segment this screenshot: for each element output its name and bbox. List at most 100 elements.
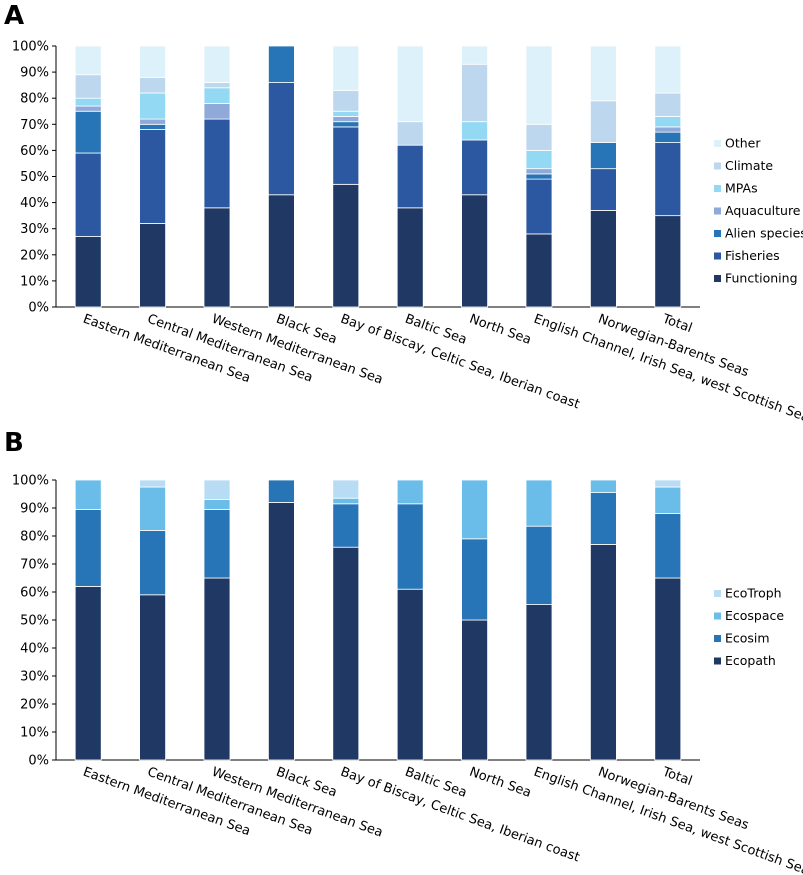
y-tick-label: 60% — [20, 144, 49, 159]
bar-segment-ecotroph — [139, 479, 167, 488]
y-tick-label: 90% — [20, 502, 49, 517]
legend-label: Functioning — [725, 271, 798, 286]
bar-segment-ecopath — [267, 501, 295, 761]
legend-label: MPAs — [725, 181, 758, 196]
bar-segment-aquaculture — [654, 126, 682, 133]
bar-segment-ecosim — [139, 530, 167, 596]
bar-segment-ecosim — [203, 508, 231, 579]
bar-segment-functioning — [525, 233, 553, 308]
bar-segment-mpas — [74, 97, 102, 107]
bar-segment-functioning — [203, 207, 231, 308]
legend-swatch — [714, 275, 721, 282]
bar-segment-other — [461, 45, 489, 65]
bar-segment-climate — [203, 82, 231, 89]
bar-segment-other — [139, 45, 167, 78]
panel-a-letter: A — [4, 1, 24, 31]
panel-b-letter: B — [4, 428, 24, 458]
legend-label: Ecospace — [725, 608, 784, 623]
bar-segment-ecospace — [74, 479, 102, 510]
bar-segment-fisheries — [139, 129, 167, 224]
legend-swatch — [714, 590, 721, 597]
bar-segment-mpas — [654, 116, 682, 128]
y-tick-label: 80% — [20, 92, 49, 107]
bar-segment-fisheries — [396, 144, 424, 209]
y-tick-label: 50% — [20, 170, 49, 185]
bar-segment-climate — [332, 89, 360, 112]
y-tick-label: 10% — [20, 726, 49, 741]
legend-label: Climate — [725, 158, 773, 173]
bar-segment-ecopath — [590, 544, 617, 761]
bar-segment-ecospace — [203, 499, 231, 510]
bar-segment-ecospace — [139, 486, 167, 531]
y-tick-label: 60% — [20, 586, 49, 601]
bar-segment-ecopath — [203, 577, 231, 761]
y-tick-label: 40% — [20, 196, 49, 211]
legend-label: Ecopath — [725, 653, 776, 668]
bar-segment-ecosim — [654, 513, 682, 579]
bar-segment-climate — [396, 121, 424, 146]
legend-swatch — [714, 140, 721, 147]
bar-segment-ecopath — [139, 594, 167, 761]
bar-segment-fisheries — [654, 142, 682, 217]
legend-swatch — [714, 635, 721, 642]
legend-swatch — [714, 612, 721, 620]
bar-segment-other — [74, 45, 102, 76]
bar-segment-functioning — [332, 183, 360, 308]
bar-segment-mpas — [525, 149, 553, 170]
bar-segment-mpas — [203, 87, 231, 104]
bar-segment-alien-species — [654, 131, 682, 143]
bar-segment-ecospace — [525, 479, 553, 527]
y-tick-label: 80% — [20, 530, 49, 545]
bar-segment-alien-species — [590, 142, 617, 170]
bar-segment-ecopath — [461, 619, 489, 761]
bar-segment-ecosim — [396, 503, 424, 590]
bar-segment-ecosim — [590, 492, 617, 545]
y-tick-label: 70% — [20, 558, 49, 573]
bar-segment-ecosim — [525, 525, 553, 606]
bar-segment-ecotroph — [203, 479, 231, 501]
y-tick-label: 40% — [20, 642, 49, 657]
legend-label: Fisheries — [725, 248, 780, 263]
bar-segment-ecopath — [332, 546, 360, 761]
bar-segment-functioning — [461, 194, 489, 308]
bar-segment-ecopath — [525, 604, 553, 761]
y-tick-label: 0% — [28, 301, 49, 316]
bar-segment-climate — [590, 100, 617, 143]
bar-segment-fisheries — [461, 139, 489, 196]
bar-segment-mpas — [332, 110, 360, 117]
bar-segment-alien-species — [267, 45, 295, 83]
bar-segment-ecopath — [396, 588, 424, 761]
bar-segment-functioning — [396, 207, 424, 308]
legend-label: Aquaculture — [725, 203, 801, 218]
legend-label: Alien species — [725, 226, 803, 241]
bar-segment-ecotroph — [654, 479, 682, 488]
bar-segment-mpas — [139, 92, 167, 120]
x-category-label: Total — [659, 311, 694, 336]
panel-b: B 0%10%20%30%40%50%60%70%80%90%100%Easte… — [4, 428, 803, 875]
bar-segment-functioning — [654, 215, 682, 308]
y-tick-label: 30% — [20, 670, 49, 685]
bar-segment-ecosim — [267, 479, 295, 503]
bar-segment-other — [332, 45, 360, 91]
y-tick-label: 70% — [20, 118, 49, 133]
bar-segment-alien-species — [525, 173, 553, 180]
bar-segment-ecotroph — [332, 479, 360, 499]
bar-segment-fisheries — [203, 118, 231, 209]
bar-segment-climate — [654, 92, 682, 117]
bar-segment-other — [525, 45, 553, 125]
bar-segment-functioning — [139, 223, 167, 308]
legend-label: Other — [725, 136, 761, 151]
bar-segment-other — [396, 45, 424, 123]
y-tick-label: 90% — [20, 66, 49, 81]
bar-segment-functioning — [590, 210, 617, 308]
y-tick-label: 50% — [20, 614, 49, 629]
bar-segment-alien-species — [332, 121, 360, 128]
bar-segment-aquaculture — [139, 118, 167, 125]
legend: Other Climate MPAs Aquaculture Alien species… — [714, 136, 803, 286]
bar-segment-ecopath — [654, 577, 682, 761]
bar-segment-fisheries — [590, 168, 617, 211]
y-tick-label: 30% — [20, 222, 49, 237]
legend-label: EcoTroph — [725, 586, 782, 601]
bar-segment-fisheries — [525, 178, 553, 235]
